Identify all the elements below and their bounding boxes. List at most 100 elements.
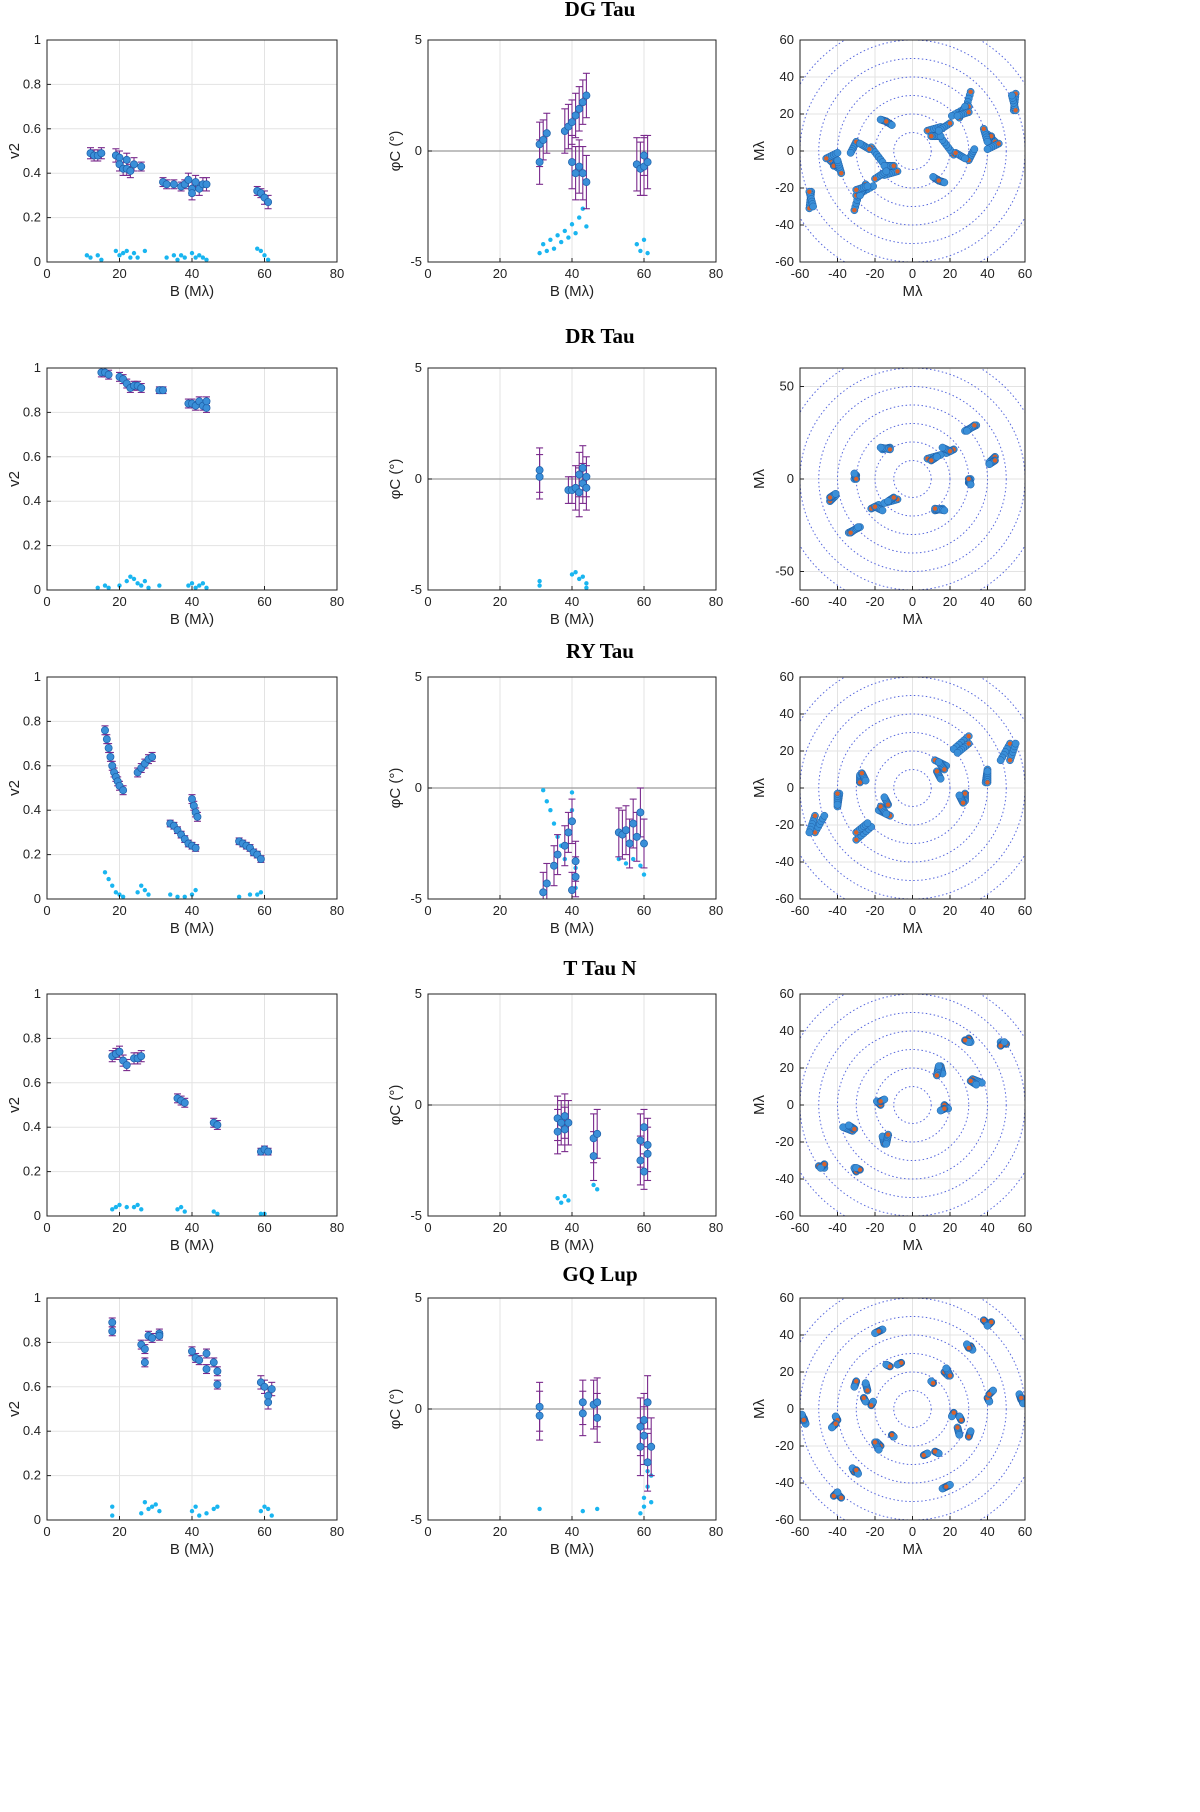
- uv-point: [983, 145, 992, 153]
- model-point: [551, 246, 557, 251]
- uv-point-tip: [812, 830, 818, 835]
- x-tick-label: -20: [866, 903, 885, 918]
- uv-point-tip: [885, 802, 891, 807]
- model-point: [110, 1207, 115, 1212]
- data-point: [202, 1365, 211, 1373]
- model-point: [537, 1506, 542, 1512]
- y-tick-label: 0.2: [23, 1164, 41, 1179]
- uv-point-tip: [966, 1434, 971, 1439]
- model-point: [573, 230, 578, 236]
- model-point: [175, 257, 180, 262]
- model-point: [200, 581, 206, 586]
- y-tick-label: 0.2: [23, 210, 41, 225]
- panel-v2-2: 0 20 40 60 80 0 0.2 0.4 0.6 0.8 1 B (Mλ) v2: [6, 669, 344, 937]
- model-point: [189, 892, 195, 897]
- model-point: [88, 255, 93, 260]
- uv-point: [985, 460, 994, 469]
- model-point: [258, 248, 264, 254]
- data-point: [209, 1358, 218, 1367]
- uv-ring: [837, 404, 988, 554]
- uv-point: [970, 145, 979, 153]
- uv-point-tip: [878, 804, 883, 809]
- x-tick-label: 80: [709, 266, 723, 281]
- model-point: [641, 1504, 647, 1509]
- model-point: [262, 1504, 267, 1509]
- data-point: [643, 1141, 652, 1149]
- x-tick-label: 40: [565, 1524, 579, 1539]
- uv-point: [863, 182, 872, 190]
- data-point: [643, 1149, 652, 1158]
- data-point: [636, 1422, 645, 1431]
- model-point: [559, 1200, 564, 1205]
- y-axis-label: v2: [6, 143, 23, 159]
- uv-point: [831, 489, 840, 498]
- y-tick-label: 0: [34, 254, 41, 269]
- panel-uv_coverage-3: -60 -40 -20 0 20 40 60 -60 -40 -20 0 20 40 60 Mλ Mλ: [751, 986, 1032, 1254]
- model-point: [135, 890, 140, 895]
- model-point: [135, 581, 140, 586]
- uv-point-tip: [966, 1345, 971, 1351]
- model-point: [139, 1207, 144, 1212]
- uv-point-tip: [872, 176, 878, 181]
- data-point: [184, 175, 193, 184]
- data-point: [535, 1402, 544, 1411]
- data-point: [155, 1331, 164, 1340]
- model-point: [204, 257, 209, 262]
- model-point: [99, 257, 104, 262]
- model-point: [106, 876, 111, 882]
- y-tick-label: 40: [780, 69, 794, 84]
- model-point: [204, 1511, 209, 1516]
- data-point: [640, 151, 648, 160]
- y-tick-label: 0: [415, 143, 422, 158]
- model-point: [113, 890, 119, 895]
- model-point: [117, 253, 122, 258]
- uv-ring: [874, 1371, 951, 1447]
- model-point: [135, 255, 140, 260]
- x-tick-label: 0: [909, 1220, 916, 1235]
- y-tick-label: 0.6: [23, 449, 41, 464]
- uv-point-tip: [807, 189, 812, 194]
- x-tick-label: 60: [257, 266, 271, 281]
- uv-point: [880, 793, 889, 802]
- uv-point-tip: [884, 119, 889, 124]
- uv-point-tip: [895, 169, 900, 174]
- panel-v2-1: 0 20 40 60 80 0 0.2 0.4 0.6 0.8 1 B (Mλ) v2: [6, 360, 344, 628]
- data-point: [632, 832, 641, 841]
- uv-point-tip: [942, 767, 947, 772]
- x-tick-label: -40: [828, 1524, 847, 1539]
- model-point: [580, 206, 585, 211]
- x-tick-label: 40: [980, 903, 994, 918]
- y-axis-label: v2: [6, 1401, 23, 1417]
- model-point: [139, 883, 144, 888]
- uv-point: [953, 112, 962, 120]
- x-tick-label: 40: [565, 266, 579, 281]
- uv-ring: [837, 1334, 988, 1484]
- x-tick-label: 20: [943, 594, 957, 609]
- x-axis-label: B (Mλ): [550, 920, 594, 937]
- data-point: [640, 1167, 648, 1176]
- model-point: [631, 856, 636, 862]
- model-point: [193, 1504, 198, 1509]
- y-tick-label: 1: [34, 986, 41, 1001]
- uv-point-tip: [857, 780, 863, 785]
- x-tick-label: 60: [637, 1524, 651, 1539]
- x-tick-label: 60: [637, 594, 651, 609]
- uv-point: [934, 1062, 943, 1071]
- model-point: [569, 572, 575, 577]
- uv-ring: [874, 750, 951, 826]
- model-point: [247, 892, 253, 897]
- uv-ring: [818, 1012, 1007, 1198]
- uv-point-tip: [859, 771, 865, 776]
- data-point: [148, 752, 157, 761]
- model-point: [178, 1204, 184, 1210]
- uv-ring: [855, 1353, 970, 1465]
- y-tick-label: 5: [415, 669, 422, 684]
- model-point: [645, 250, 650, 256]
- x-tick-label: 40: [980, 594, 994, 609]
- model-point: [157, 1508, 162, 1514]
- uv-point-tip: [831, 163, 836, 168]
- data-point: [264, 1398, 273, 1407]
- y-axis-label: φC (°): [387, 768, 404, 809]
- x-tick-label: 80: [709, 1220, 723, 1235]
- uv-point-tip: [992, 458, 998, 463]
